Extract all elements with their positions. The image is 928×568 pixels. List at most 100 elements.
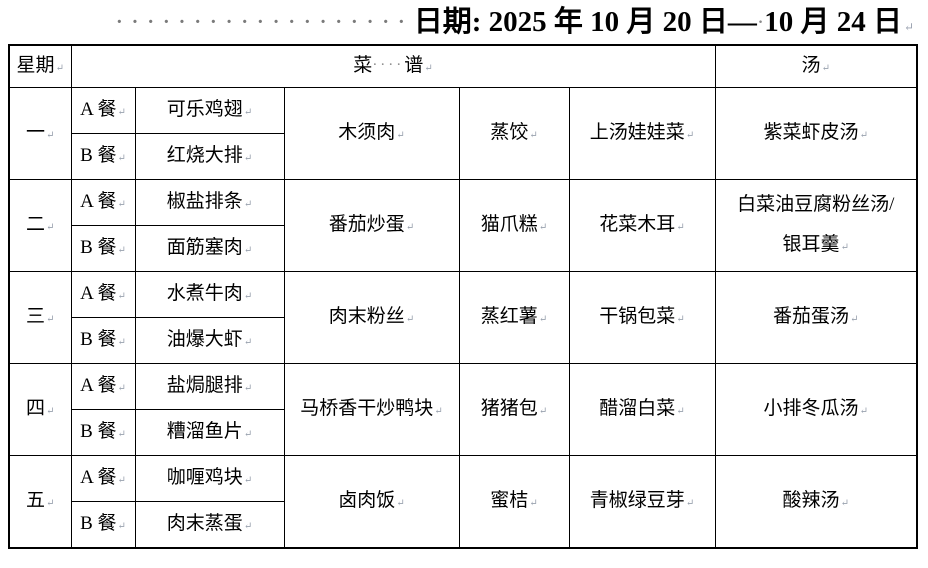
- menu-table: 星期↵ 菜····谱↵ 汤↵ 一↵ A 餐↵ 可乐鸡翅↵ 木须肉↵ 蒸饺↵ 上汤…: [8, 44, 918, 549]
- paragraph-mark-icon: ↵: [117, 336, 126, 348]
- paragraph-mark-icon: ↵: [434, 405, 443, 417]
- paragraph-mark-icon: ↵: [243, 336, 253, 348]
- meal-a-label: A 餐↵: [70, 270, 136, 318]
- paragraph-mark-icon: ↵: [424, 63, 433, 74]
- paragraph-mark-icon: ↵: [117, 520, 126, 532]
- side-dish-cell: 猪猪包↵: [458, 362, 570, 456]
- weekday-cell: 三↵: [8, 270, 72, 364]
- meal-b-label: B 餐↵: [70, 224, 136, 272]
- table-row-tuesday-a: 二↵ A 餐↵ 椒盐排条↵ 番茄炒蛋↵ 猫爪糕↵ 花菜木耳↵ 白菜油豆腐粉丝汤/…: [8, 178, 918, 272]
- paragraph-mark-icon: ↵: [46, 221, 55, 233]
- paragraph-mark-icon: ↵: [538, 221, 548, 233]
- page-title: ···················日期: 2025 年 10 月 20 日—…: [116, 3, 914, 46]
- side-dish-cell: 青椒绿豆芽↵: [568, 454, 716, 549]
- header-weekday: 星期↵: [8, 44, 72, 88]
- side-dish-cell: 花菜木耳↵: [568, 178, 716, 272]
- paragraph-mark-icon: ↵: [840, 242, 849, 254]
- space-mark-icon: ·: [757, 14, 764, 31]
- paragraph-mark-icon: ↵: [243, 428, 253, 440]
- paragraph-mark-icon: ↵: [117, 152, 126, 164]
- meal-a-label: A 餐↵: [70, 86, 136, 134]
- paragraph-mark-icon: ↵: [117, 106, 126, 118]
- paragraph-mark-icon: ↵: [405, 221, 415, 233]
- soup-cell: 酸辣汤↵: [714, 454, 918, 549]
- side-dish-cell: 猫爪糕↵: [458, 178, 570, 272]
- shared-dish-cell: 木须肉↵: [283, 86, 460, 180]
- paragraph-mark-icon: ↵: [676, 405, 685, 417]
- side-dish-cell: 蒸饺↵: [458, 86, 570, 180]
- soup-cell: 番茄蛋汤↵: [714, 270, 918, 364]
- dot-leader: ···················: [116, 11, 414, 33]
- table-header-row: 星期↵ 菜····谱↵ 汤↵: [8, 44, 918, 88]
- meal-b-label: B 餐↵: [70, 500, 136, 549]
- meal-a-label: A 餐↵: [70, 454, 136, 502]
- paragraph-mark-icon: ↵: [243, 520, 253, 532]
- paragraph-mark-icon: ↵: [538, 405, 548, 417]
- meal-b-label: B 餐↵: [70, 408, 136, 456]
- meal-b-dish: 肉末蒸蛋↵: [134, 500, 285, 549]
- paragraph-mark-icon: ↵: [117, 474, 126, 486]
- meal-b-dish: 面筋塞肉↵: [134, 224, 285, 272]
- weekday-cell: 四↵: [8, 362, 72, 456]
- weekday-cell: 二↵: [8, 178, 72, 272]
- meal-a-dish: 盐焗腿排↵: [134, 362, 285, 410]
- soup-cell: 紫菜虾皮汤↵: [714, 86, 918, 180]
- paragraph-mark-icon: ↵: [821, 63, 830, 74]
- weekday-cell: 五↵: [8, 454, 72, 549]
- paragraph-mark-icon: ↵: [243, 474, 253, 486]
- meal-a-label: A 餐↵: [70, 362, 136, 410]
- paragraph-mark-icon: ↵: [859, 405, 868, 417]
- meal-b-label: B 餐↵: [70, 316, 136, 364]
- paragraph-mark-icon: ↵: [396, 497, 405, 509]
- paragraph-mark-icon: ↵: [243, 152, 253, 164]
- paragraph-mark-icon: ↵: [850, 313, 859, 325]
- meal-b-label: B 餐↵: [70, 132, 136, 180]
- meal-b-dish: 油爆大虾↵: [134, 316, 285, 364]
- table-row-friday-a: 五↵ A 餐↵ 咖喱鸡块↵ 卤肉饭↵ 蜜桔↵ 青椒绿豆芽↵ 酸辣汤↵: [8, 454, 918, 549]
- meal-a-dish: 咖喱鸡块↵: [134, 454, 285, 502]
- table-row-wednesday-b: B 餐↵ 油爆大虾↵: [9, 316, 917, 364]
- paragraph-mark-icon: ↵: [243, 198, 253, 210]
- side-dish-cell: 蜜桔↵: [458, 454, 570, 549]
- paragraph-mark-icon: ↵: [243, 290, 253, 302]
- soup-cell: 白菜油豆腐粉丝汤/ 银耳羹↵: [714, 178, 918, 272]
- table-row-thursday-b: B 餐↵ 糟溜鱼片↵: [9, 408, 917, 456]
- paragraph-mark-icon: ↵: [685, 129, 695, 141]
- date-range-text: 日期: 2025 年 10 月 20 日—: [413, 6, 757, 38]
- side-dish-cell: 醋溜白菜↵: [568, 362, 716, 456]
- table-row-thursday-a: 四↵ A 餐↵ 盐焗腿排↵ 马桥香干炒鸭块↵ 猪猪包↵ 醋溜白菜↵ 小排冬瓜汤↵: [8, 362, 918, 456]
- paragraph-mark-icon: ↵: [46, 129, 55, 141]
- paragraph-mark-icon: ↵: [46, 405, 55, 417]
- header-menu: 菜····谱↵: [70, 44, 716, 88]
- weekday-cell: 一↵: [8, 86, 72, 180]
- paragraph-mark-icon: ↵: [243, 244, 253, 256]
- paragraph-mark-icon: ↵: [685, 497, 695, 509]
- paragraph-mark-icon: ↵: [529, 497, 538, 509]
- paragraph-mark-icon: ↵: [243, 382, 253, 394]
- shared-dish-cell: 番茄炒蛋↵: [283, 178, 460, 272]
- paragraph-mark-icon: ↵: [676, 313, 685, 325]
- side-dish-cell: 蒸红薯↵: [458, 270, 570, 364]
- table-row-monday-b: B 餐↵ 红烧大排↵: [9, 132, 917, 180]
- paragraph-mark-icon: ↵: [117, 290, 126, 302]
- meal-b-dish: 红烧大排↵: [134, 132, 285, 180]
- paragraph-mark-icon: ↵: [117, 198, 126, 210]
- date-range-text-tail: 10 月 24 日: [764, 6, 903, 38]
- paragraph-mark-icon: ↵: [243, 106, 253, 118]
- paragraph-mark-icon: ↵: [840, 497, 849, 509]
- meal-a-label: A 餐↵: [70, 178, 136, 226]
- paragraph-mark-icon: ↵: [529, 129, 538, 141]
- table-row-wednesday-a: 三↵ A 餐↵ 水煮牛肉↵ 肉末粉丝↵ 蒸红薯↵ 干锅包菜↵ 番茄蛋汤↵: [8, 270, 918, 364]
- paragraph-mark-icon: ↵: [46, 313, 55, 325]
- paragraph-mark-icon: ↵: [55, 63, 64, 74]
- table-row-friday-b: B 餐↵ 肉末蒸蛋↵: [9, 500, 917, 549]
- side-dish-cell: 干锅包菜↵: [568, 270, 716, 364]
- soup-cell: 小排冬瓜汤↵: [714, 362, 918, 456]
- paragraph-mark-icon: ↵: [904, 20, 915, 34]
- paragraph-mark-icon: ↵: [676, 221, 685, 233]
- paragraph-mark-icon: ↵: [405, 313, 415, 325]
- shared-dish-cell: 肉末粉丝↵: [283, 270, 460, 364]
- paragraph-mark-icon: ↵: [117, 244, 126, 256]
- paragraph-mark-icon: ↵: [538, 313, 548, 325]
